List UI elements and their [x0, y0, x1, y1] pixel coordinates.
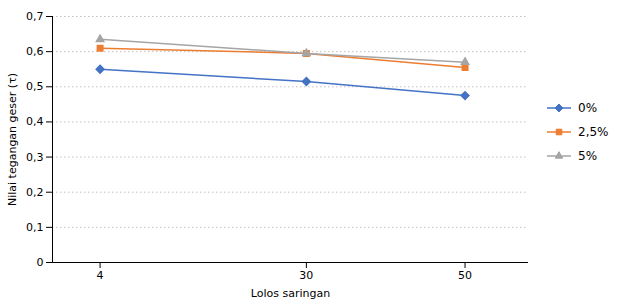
svg-text:50: 50	[458, 269, 472, 282]
svg-text:0,6: 0,6	[26, 45, 44, 58]
svg-text:30: 30	[299, 269, 313, 282]
html-text:5%: 5%	[578, 149, 597, 163]
svg-text:0: 0	[37, 256, 44, 269]
html-text:2,5%: 2,5%	[578, 125, 609, 139]
svg-text:0,3: 0,3	[26, 151, 44, 164]
svg-text:0,1: 0,1	[26, 221, 44, 234]
svg-text:Lolos saringan: Lolos saringan	[251, 287, 330, 300]
html-text:0%: 0%	[578, 101, 597, 115]
svg-text:4: 4	[97, 269, 104, 282]
svg-text:0,5: 0,5	[26, 80, 44, 93]
svg-text:0,4: 0,4	[26, 115, 44, 128]
svg-text:0,7: 0,7	[26, 10, 44, 23]
svg-text:Nilai tegangan geser (τ): Nilai tegangan geser (τ)	[6, 73, 19, 206]
svg-text:0,2: 0,2	[26, 186, 44, 199]
